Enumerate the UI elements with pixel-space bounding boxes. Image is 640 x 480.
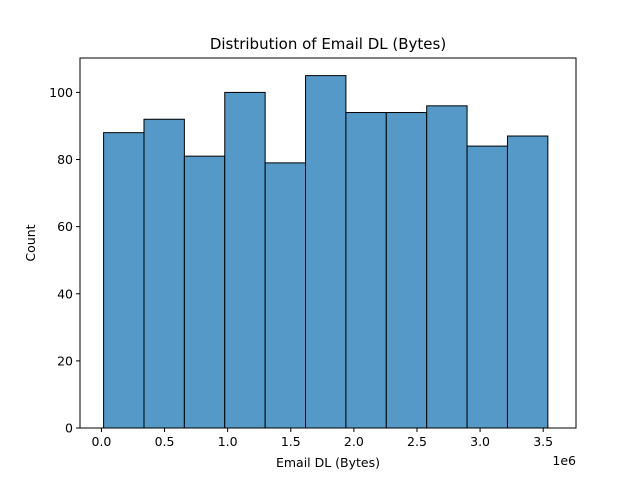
x-tick-label: 0.0: [92, 434, 112, 449]
y-axis-ticks: 0 20 40 60 80 100: [49, 85, 80, 436]
bars-layer: [103, 75, 549, 429]
y-tick-label: 80: [57, 152, 73, 167]
x-axis-label: Email DL (Bytes): [276, 455, 380, 470]
x-tick-label: 1.0: [218, 434, 238, 449]
x-tick-label: 2.5: [407, 434, 427, 449]
x-tick-label: 0.5: [155, 434, 175, 449]
plot-frame: [79, 57, 577, 429]
histogram-bar: [426, 105, 468, 429]
x-tick-label: 3.5: [533, 434, 553, 449]
x-axis-offset-text: 1e6: [552, 453, 576, 468]
histogram-bar: [103, 132, 145, 429]
x-tick-label: 3.0: [470, 434, 490, 449]
y-tick-label: 20: [57, 353, 73, 368]
histogram-bar: [183, 155, 226, 429]
chart-title: Distribution of Email DL (Bytes): [210, 35, 446, 53]
histogram-bar: [466, 145, 508, 429]
histogram-bar: [224, 91, 266, 429]
y-axis-label: Count: [23, 224, 38, 261]
y-tick-label: 100: [49, 85, 73, 100]
x-axis-ticks: 0.0 0.5 1.0 1.5 2.0 2.5 3.0 3.5: [92, 428, 553, 449]
histogram-bar: [506, 135, 549, 429]
x-tick-label: 2.0: [344, 434, 364, 449]
histogram-bar: [143, 118, 185, 429]
y-tick-label: 60: [57, 219, 73, 234]
y-tick-label: 0: [65, 421, 73, 436]
histogram-bar: [385, 112, 428, 429]
x-tick-label: 1.5: [281, 434, 301, 449]
histogram-bar: [264, 162, 307, 429]
y-tick-label: 40: [57, 286, 73, 301]
histogram-bar: [345, 112, 387, 429]
histogram-bar: [305, 75, 347, 429]
